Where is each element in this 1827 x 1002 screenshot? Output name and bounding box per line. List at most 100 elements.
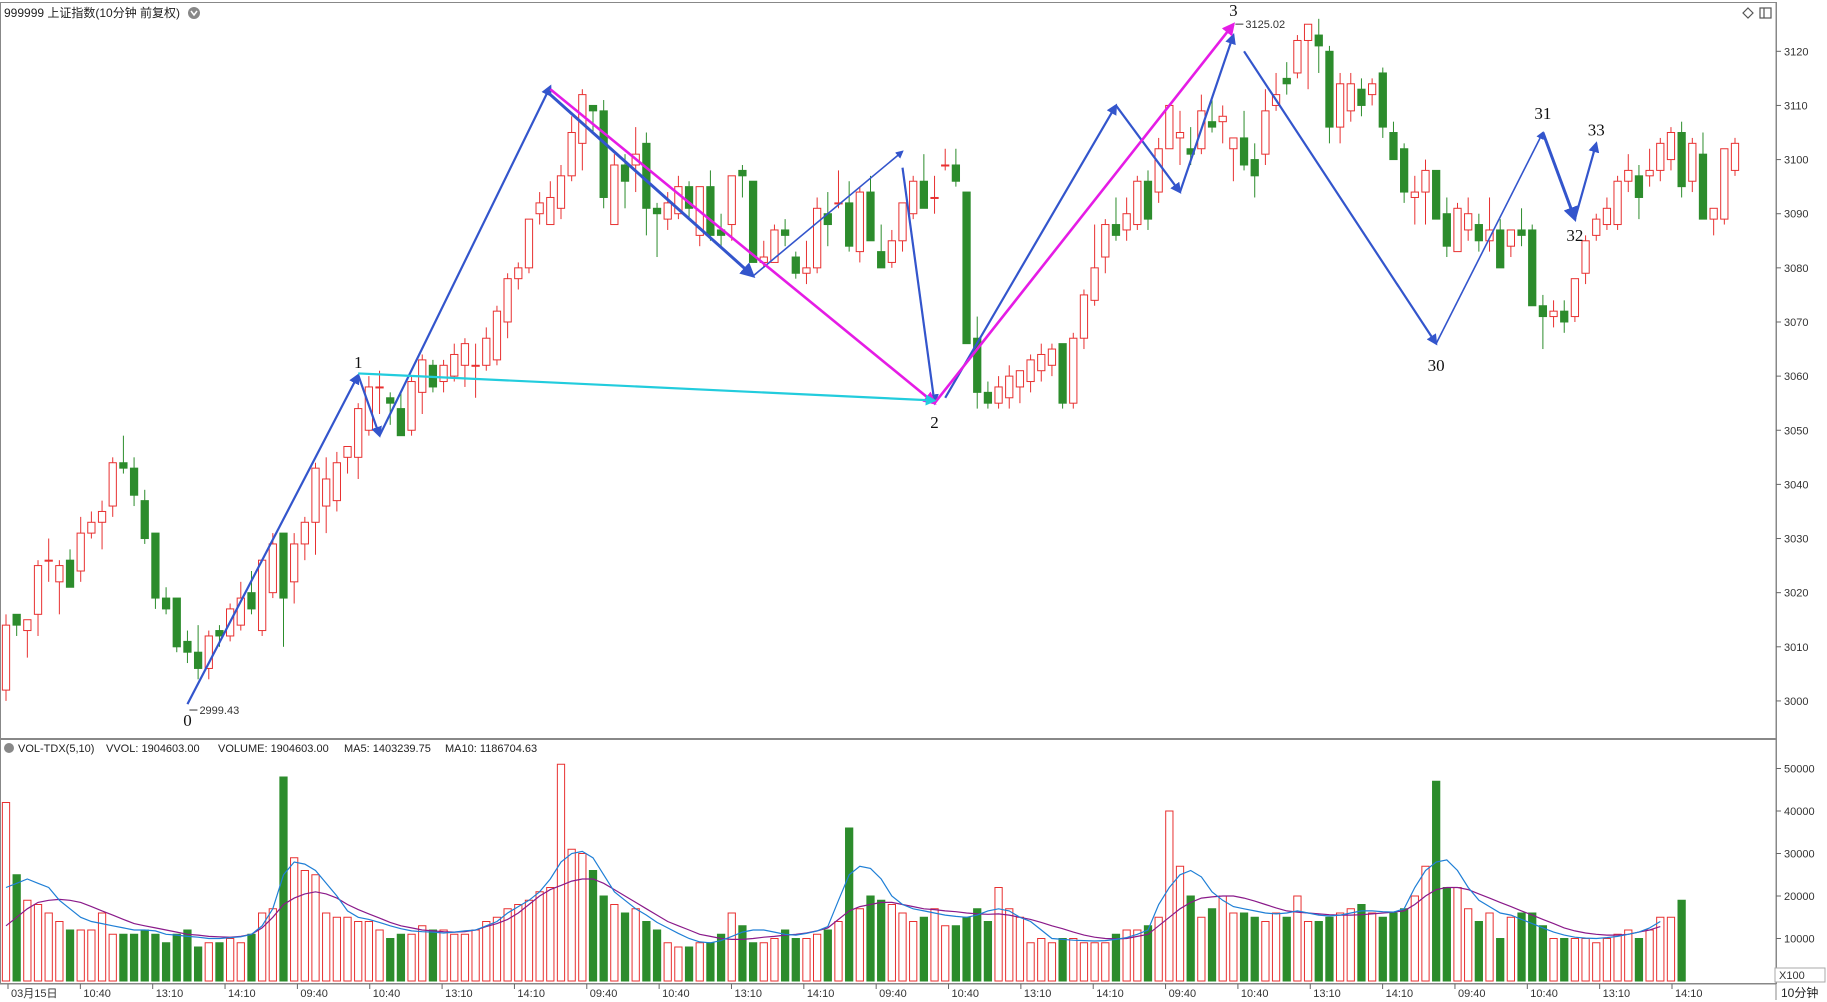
candle [1261,89,1270,165]
volume-bar [1026,942,1035,982]
candle-body [471,364,480,367]
candle-body [503,278,512,323]
volume-bar [140,929,149,982]
volume-bar [215,942,224,982]
candle [791,251,800,279]
volume-bar [727,912,736,982]
wave-label: 30 [1428,356,1445,375]
volume-bar [1496,938,1505,982]
candle-body [770,229,779,263]
volume-bar [129,933,139,982]
candle [1698,132,1708,220]
candle-body [396,408,406,437]
candle [460,338,470,387]
ma5-line [5,850,1661,944]
volume-bar [695,942,704,982]
candle-body [1453,207,1462,253]
volume-bar [1037,938,1046,982]
candle [1730,137,1740,176]
candle-body [642,142,651,209]
candle-body [866,191,875,242]
time-tick-label: 09:40 [879,988,907,1000]
candle-body [76,532,85,572]
volume-bar [802,938,811,982]
candle-body [620,164,630,182]
candle [973,316,982,409]
volume-bar [193,946,203,982]
candle-body [887,240,896,263]
wave-stroke-magenta [549,88,937,405]
volume-indicator-icon[interactable] [4,743,14,753]
candle-body [193,651,203,669]
candle [962,191,971,345]
candle-body [1528,229,1537,307]
candle-body [450,353,459,377]
volume-bar [738,925,747,982]
price-tick-label: 3070 [1784,317,1808,329]
candle-body [973,337,982,393]
candle [567,116,576,182]
volume-bar [1250,916,1259,982]
price-tick-label: 3030 [1784,534,1808,546]
candle [652,202,662,258]
volume-bar [311,874,320,982]
wave-stroke-blue [752,150,904,277]
candle [140,489,149,544]
volume-bar [1602,938,1612,982]
candle-body [1624,169,1633,182]
candle-body [1165,104,1174,150]
volume-tick-label: 30000 [1784,849,1815,861]
candle [439,359,448,393]
price-tick-label: 3090 [1784,209,1808,221]
volume-bar [12,874,21,982]
time-tick-label: 13:10 [156,988,184,1000]
volume-bar [1528,912,1537,982]
candle [1688,137,1697,193]
candle-body [290,543,299,583]
candle-body [652,207,662,215]
candle [1720,148,1729,225]
candle [119,435,128,474]
wave-label: 33 [1588,120,1605,139]
candle [1538,294,1548,350]
time-tick-label: 14:10 [1675,988,1703,1000]
candle-body [311,467,320,523]
svg-text:2999.43: 2999.43 [199,705,239,717]
volume-bar [418,925,427,982]
candle-body [909,180,918,215]
candle [33,560,43,636]
volume-label: VOLUME: 1904603.00 [218,743,329,755]
volume-bar [172,933,181,982]
candle-body [65,559,75,588]
volume-bar [1154,916,1163,982]
volume-bar [1581,938,1590,982]
candle [1677,121,1686,198]
wave-stroke-blue [378,84,552,437]
time-tick-label: 14:10 [1096,988,1124,1000]
candle-body [535,202,544,215]
candle [887,229,896,268]
price-tick-label: 3040 [1784,479,1808,491]
diamond-icon[interactable] [1742,7,1754,19]
period-label[interactable]: 10分钟 [1781,985,1818,1000]
candle-body [1442,213,1451,247]
price-tick-label: 3060 [1784,371,1808,383]
candle-body [1709,207,1718,220]
volume-bar [1015,916,1025,982]
wave-label: 2 [930,413,939,432]
panel-toggle-icon[interactable] [1759,7,1772,19]
candle-body [1581,240,1590,274]
candle [1410,175,1419,225]
candle-body [108,462,117,507]
candle [55,560,64,615]
settings-icon[interactable] [188,7,200,19]
candle-body [1549,310,1558,318]
volume-bar [1069,938,1078,982]
candle [1602,197,1612,230]
volume-bar [258,912,267,982]
time-tick-label: 13:10 [734,988,762,1000]
volume-tick-label: 40000 [1784,806,1815,818]
candle-body [1058,343,1067,404]
volume-bar [898,912,907,982]
volume-bar [620,912,630,982]
